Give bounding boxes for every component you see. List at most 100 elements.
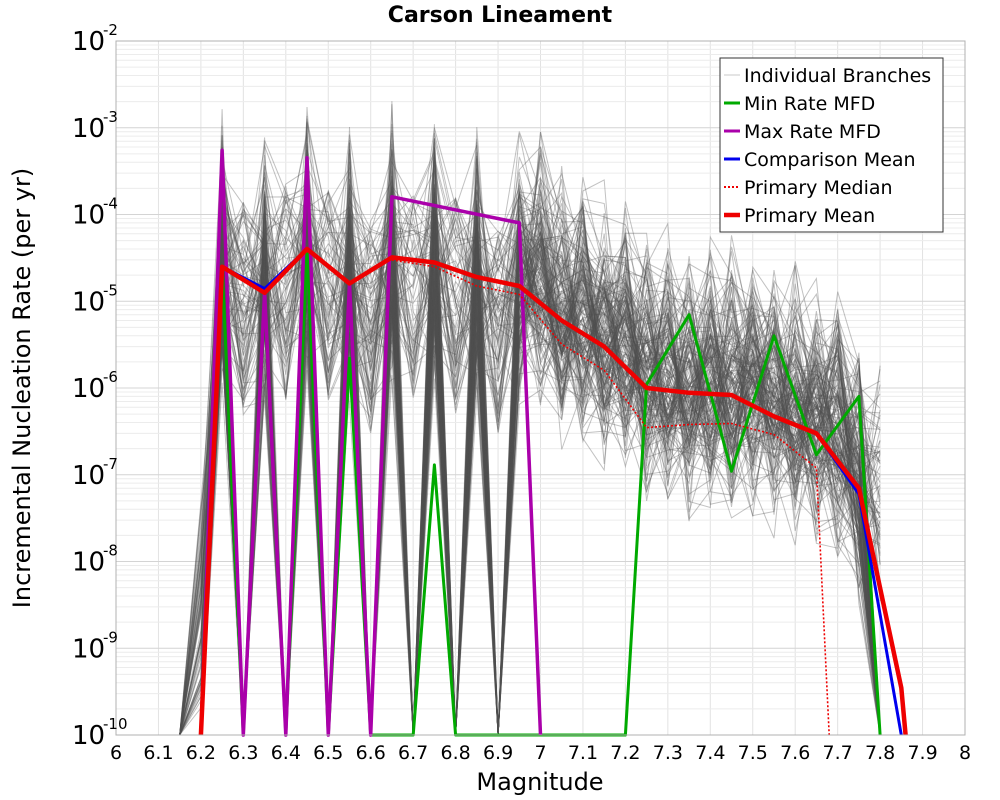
y-tick-exponent: -5	[103, 281, 118, 299]
y-tick-exponent: -8	[103, 542, 118, 560]
branch-line	[179, 166, 881, 736]
branch-line	[179, 169, 881, 736]
branch-line	[179, 151, 881, 736]
legend: Individual Branches Min Rate MFD Max Rate …	[719, 57, 944, 233]
y-tick-label: 10-2	[72, 21, 118, 57]
branch-line	[179, 138, 881, 736]
y-tick-exponent: -10	[103, 715, 128, 733]
branch-line	[179, 148, 881, 736]
branch-line	[179, 130, 881, 736]
branch-line	[179, 202, 881, 736]
branch-line	[179, 184, 881, 736]
y-tick-label: 10-3	[72, 108, 118, 144]
branch-line	[179, 160, 881, 736]
x-tick-label: 6.6	[356, 742, 386, 764]
x-tick-label: 6	[110, 742, 122, 764]
y-tick-exponent: -3	[103, 108, 118, 126]
branch-line	[179, 134, 881, 736]
grid	[115, 41, 966, 736]
legend-label: Primary Median	[744, 177, 893, 199]
legend-box	[719, 57, 944, 233]
series-line-primary-median	[391, 259, 830, 736]
branch-line	[179, 118, 881, 736]
branch-line	[179, 216, 881, 736]
legend-item: Min Rate MFD	[724, 93, 875, 115]
y-tick-label: 10-4	[72, 195, 118, 231]
branch-line	[179, 143, 881, 736]
branch-line	[179, 196, 881, 736]
x-tick-label: 6.1	[143, 742, 173, 764]
branch-line	[179, 125, 881, 736]
x-tick-label: 6.2	[186, 742, 216, 764]
x-tick-label: 7	[534, 742, 546, 764]
branch-line	[179, 199, 881, 736]
branch-line	[179, 228, 881, 736]
branch-line	[179, 202, 881, 736]
y-tick-base: 10	[72, 287, 105, 317]
legend-item: Individual Branches	[724, 65, 931, 87]
series-lines	[198, 148, 908, 737]
branch-line	[179, 131, 881, 736]
branch-line	[179, 195, 881, 736]
legend-label: Max Rate MFD	[744, 121, 881, 143]
y-tick-base: 10	[72, 201, 105, 231]
y-tick-label: 10-7	[72, 455, 118, 491]
branch-line	[179, 224, 881, 736]
branch-line	[179, 189, 881, 736]
plot-frame	[115, 40, 966, 736]
branch-line	[179, 191, 881, 736]
y-tick-base: 10	[72, 114, 105, 144]
branch-line	[179, 147, 881, 736]
branch-line	[179, 222, 881, 736]
y-tick-exponent: -4	[103, 195, 118, 213]
branch-line	[179, 136, 881, 736]
legend-item: Primary Mean	[724, 205, 875, 227]
x-tick-label: 7.9	[907, 742, 937, 764]
x-tick-labels: 6 6.1 6.2 6.3 6.4 6.5 6.6 6.7 6.8 6.9 7 7.1 7.2 7.3 7.…	[110, 742, 971, 764]
y-tick-base: 10	[72, 634, 105, 664]
y-tick-exponent: -9	[103, 628, 118, 646]
branch-line	[179, 202, 881, 736]
y-tick-base: 10	[72, 461, 105, 491]
branch-line	[179, 229, 881, 736]
branch-line	[179, 208, 881, 736]
x-tick-label: 7.8	[865, 742, 895, 764]
legend-label: Min Rate MFD	[744, 93, 875, 115]
chart-title: Carson Lineament	[388, 3, 613, 28]
legend-item: Primary Median	[724, 177, 893, 199]
x-axis-label: Magnitude	[476, 768, 603, 796]
branch-line	[179, 132, 881, 736]
branch-line	[179, 246, 881, 736]
branch-line	[179, 219, 881, 736]
branch-line	[179, 200, 881, 736]
y-tick-base: 10	[72, 721, 105, 751]
x-tick-label: 6.9	[483, 742, 513, 764]
branch-line	[179, 127, 881, 736]
y-tick-base: 10	[72, 27, 105, 57]
x-tick-label: 6.3	[228, 742, 258, 764]
branch-line	[179, 239, 881, 736]
y-tick-exponent: -6	[103, 368, 118, 386]
branch-line	[179, 158, 881, 736]
y-tick-exponent: -2	[103, 21, 118, 39]
y-tick-base: 10	[72, 374, 105, 404]
x-tick-label: 7.1	[568, 742, 598, 764]
branch-line	[179, 206, 881, 736]
y-tick-label: 10-10	[72, 715, 128, 751]
branch-line	[179, 189, 881, 736]
x-tick-label: 7.2	[610, 742, 640, 764]
series-line-primary-mean	[198, 246, 908, 736]
x-tick-label: 7.5	[738, 742, 768, 764]
branch-line	[179, 162, 881, 736]
legend-label: Primary Mean	[744, 205, 875, 227]
x-tick-label: 7.3	[653, 742, 683, 764]
x-tick-label: 7.6	[780, 742, 810, 764]
branch-line	[179, 205, 881, 736]
branch-line	[179, 159, 881, 736]
branch-line	[179, 146, 881, 736]
branch-line	[179, 186, 881, 736]
branch-line	[179, 142, 881, 736]
branch-line	[179, 182, 881, 736]
branch-line	[179, 140, 881, 736]
